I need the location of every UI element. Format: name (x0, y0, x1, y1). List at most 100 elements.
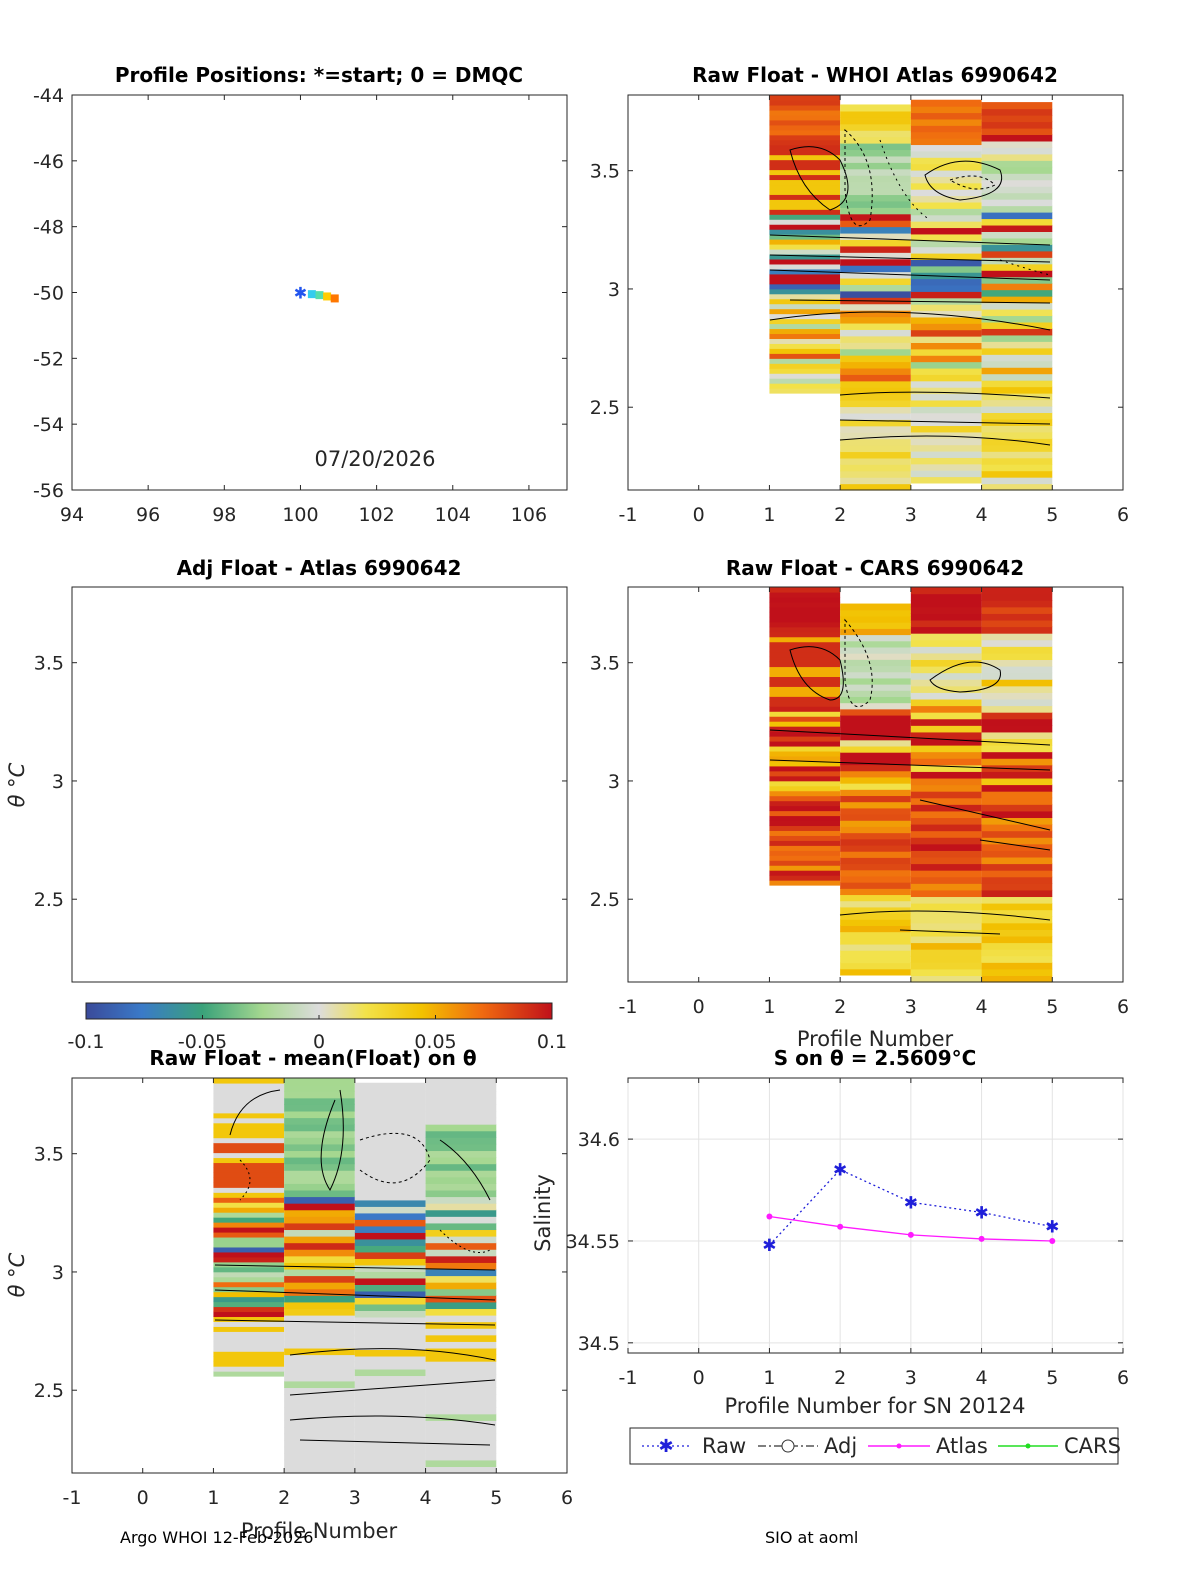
heatmap-cell (769, 616, 841, 623)
positions-ticks: 94 96 98 100 102 104 106 -44 -46 -48 -50 -52 -54 -56 (33, 85, 567, 526)
heatmap-cell (981, 679, 1053, 687)
legend-adj-marker (781, 1439, 795, 1453)
x-tick-label: 3 (349, 1487, 361, 1509)
heatmap-cell (981, 121, 1053, 129)
heatmap-cell (213, 1266, 285, 1273)
heatmap-cell (840, 335, 911, 343)
heatmap-cell (840, 322, 911, 330)
heatmap-cell (284, 1203, 355, 1211)
heatmap-cell (425, 1229, 497, 1237)
heatmap-cell (354, 1232, 426, 1240)
heatmap-cell (284, 1229, 355, 1237)
heatmap-cell (981, 231, 1053, 239)
heatmap-cell (284, 1380, 355, 1389)
heatmap-cell (910, 896, 982, 904)
heatmap-cell (981, 270, 1053, 278)
heatmap-cell (213, 1127, 285, 1134)
heatmap-cell (354, 1219, 426, 1227)
heatmap-cell (284, 1222, 355, 1231)
heatmap-cell (213, 1112, 285, 1119)
x-tick-label: 3 (905, 504, 917, 526)
heatmap-cell (769, 830, 841, 836)
heatmap-cell (840, 143, 911, 151)
heatmap-cell (840, 162, 911, 170)
legend-cars-label: CARS (1064, 1434, 1121, 1458)
heatmap-cell (981, 929, 1053, 937)
heatmap-cell (284, 1143, 355, 1152)
x-tick-label: 0 (693, 504, 705, 526)
heatmap-cell (981, 856, 1053, 865)
heatmap-cell (213, 1107, 285, 1114)
heatmap-cell (910, 233, 982, 241)
heatmap-cell (284, 1321, 355, 1329)
heatmap-cell (284, 1130, 355, 1138)
heatmap-cell (354, 1258, 426, 1266)
heatmap-cell (981, 321, 1053, 329)
y-tick-label: -56 (33, 480, 64, 502)
heatmap-cell (910, 929, 982, 937)
heatmap-cell (354, 1212, 426, 1220)
position-point (307, 290, 316, 299)
heatmap-cell (769, 755, 841, 762)
heatmap-cell (910, 909, 982, 917)
heatmap-cell (840, 721, 911, 728)
whoi-ticks: -1 0 1 2 3 4 5 6 2.5 3 3.5 (590, 95, 1129, 526)
heatmap-cell (213, 1162, 285, 1169)
heatmap-cell (840, 445, 911, 453)
heatmap-cell (769, 611, 841, 618)
heatmap-cell (840, 483, 911, 491)
heatmap-cell (284, 1400, 355, 1408)
heatmap-cell (213, 1346, 285, 1352)
heatmap-cell (910, 182, 982, 190)
heatmap-cell (425, 1433, 497, 1441)
y-tick-label: 2.5 (590, 889, 620, 911)
heatmap-cell (769, 383, 841, 389)
heatmap-cell (981, 975, 1053, 983)
heatmap-cell (840, 875, 911, 883)
salinity-xlabel: Profile Number for SN 20124 (724, 1394, 1025, 1418)
heatmap-cell (840, 677, 911, 685)
heatmap-cell (981, 804, 1053, 812)
heatmap-cell (354, 1433, 426, 1442)
heatmap-cell (840, 380, 911, 388)
legend-atlas-marker (896, 1443, 902, 1449)
heatmap-cell (981, 903, 1053, 911)
heatmap-cell (769, 313, 841, 320)
heatmap-cell (910, 450, 982, 458)
heatmap-cell (981, 738, 1053, 746)
heatmap-cell (981, 791, 1053, 799)
heatmap-cell (769, 318, 841, 325)
heatmap-cell (981, 685, 1053, 693)
heatmap-cell (910, 659, 982, 667)
y-tick-label: 3.5 (34, 653, 64, 675)
heatmap-cell (769, 159, 841, 166)
heatmap-cell (981, 127, 1053, 136)
heatmap-cell (425, 1157, 497, 1165)
heatmap-cell (910, 431, 982, 439)
mean-ylabel: θ °C (5, 1252, 29, 1297)
heatmap-cell (910, 329, 982, 337)
heatmap-cell (910, 593, 982, 601)
heatmap-cell (425, 1347, 497, 1356)
heatmap-cell (910, 639, 982, 647)
heatmap-cell (769, 641, 841, 648)
heatmap-cell (981, 896, 1053, 904)
heatmap-cell (840, 956, 911, 964)
heatmap-cell (840, 813, 911, 821)
heatmap-cell (213, 1316, 285, 1322)
y-tick-label: 34.55 (566, 1231, 620, 1253)
heatmap-cell (769, 686, 841, 692)
heatmap-cell (213, 1092, 285, 1099)
heatmap-cell (981, 451, 1053, 459)
heatmap-cell (769, 248, 841, 255)
heatmap-cell (910, 131, 982, 139)
heatmap-cell (910, 600, 982, 608)
heatmap-cell (910, 705, 982, 713)
heatmap-cell (910, 889, 982, 898)
heatmap-cell (910, 412, 982, 420)
heatmap-cell (769, 666, 841, 673)
heatmap-cell (769, 204, 841, 210)
heatmap-cell (769, 860, 841, 866)
heatmap-cell (769, 363, 841, 369)
heatmap-cell (910, 968, 982, 977)
